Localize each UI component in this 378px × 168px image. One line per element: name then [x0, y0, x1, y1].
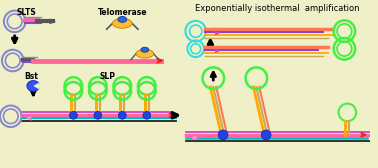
Text: Telomerase: Telomerase	[98, 8, 147, 17]
Wedge shape	[33, 82, 40, 89]
Text: SLP: SLP	[100, 72, 116, 81]
Ellipse shape	[118, 16, 127, 22]
Circle shape	[118, 111, 126, 119]
Text: Exponentially isothermal  amplification: Exponentially isothermal amplification	[195, 4, 359, 13]
Ellipse shape	[27, 81, 40, 91]
Text: Bst: Bst	[24, 72, 38, 81]
Circle shape	[143, 111, 151, 119]
Circle shape	[261, 130, 271, 140]
Circle shape	[218, 130, 228, 140]
Ellipse shape	[141, 47, 149, 52]
Circle shape	[94, 111, 102, 119]
Ellipse shape	[113, 18, 132, 28]
Circle shape	[70, 111, 77, 119]
Text: SLTS: SLTS	[17, 8, 36, 17]
Ellipse shape	[136, 49, 153, 58]
